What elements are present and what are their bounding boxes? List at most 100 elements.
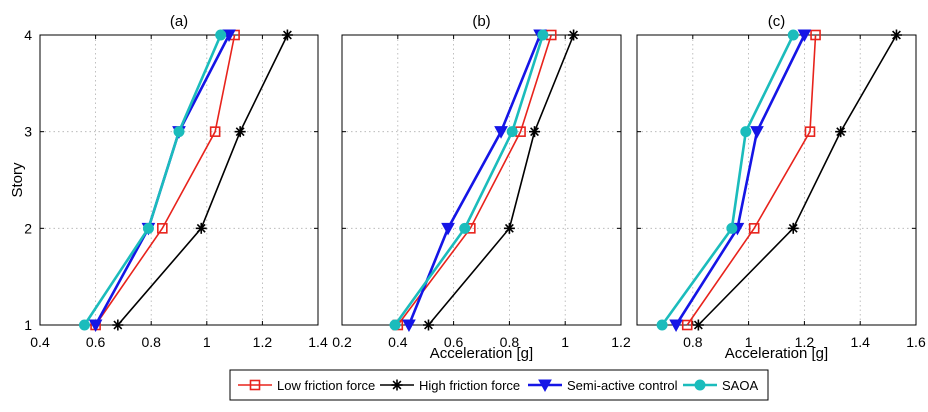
series-line — [393, 34, 545, 326]
x-axis-label: Acceleration [g] — [725, 345, 828, 362]
data-point — [750, 126, 764, 139]
data-point — [726, 222, 738, 234]
data-point — [740, 126, 752, 138]
plot-frame — [341, 34, 622, 326]
data-point — [195, 222, 207, 234]
data-point — [441, 222, 455, 236]
data-point — [209, 126, 221, 137]
x-tick-label: 1.2 — [253, 334, 273, 350]
series-saoa — [389, 29, 549, 331]
chart-panel-2: 0.2 0.4 0.6 0.8 1 1.2 (b) Acceleration [g] — [332, 13, 631, 362]
data-point — [234, 126, 246, 138]
legend-marker — [538, 379, 552, 393]
series-saoa — [656, 29, 799, 331]
x-axis-label: Acceleration [g] — [430, 345, 533, 362]
chart-panel-3: 0.8 1 1.2 1.4 1.6 (c) Acceleration [g] — [636, 13, 926, 362]
series-saoa — [78, 29, 227, 331]
data-point — [537, 29, 549, 41]
legend-item: High friction force — [380, 378, 520, 393]
data-point — [402, 319, 416, 333]
data-point — [748, 223, 760, 234]
series-low-friction-force — [90, 29, 240, 331]
data-point — [787, 222, 799, 234]
data-point — [669, 319, 683, 333]
series-line — [397, 34, 553, 326]
series-high-friction-force — [692, 29, 902, 331]
legend-item: Semi-active control — [528, 378, 678, 393]
x-tick-label: 0.8 — [683, 334, 703, 350]
series-line — [407, 34, 542, 326]
series-high-friction-force — [112, 29, 293, 331]
data-point — [797, 29, 812, 43]
panel-title: (c) — [768, 13, 786, 30]
x-tick-label: 1.6 — [906, 334, 926, 350]
x-tick-label: 1.4 — [308, 334, 328, 350]
data-point — [459, 222, 471, 234]
data-point — [529, 126, 541, 138]
legend-label: Semi-active control — [567, 378, 678, 393]
data-point — [157, 223, 168, 234]
x-tick-label: 1 — [745, 334, 753, 350]
data-point — [656, 319, 668, 331]
data-point — [142, 222, 154, 234]
series-line — [661, 34, 795, 326]
x-tick-label: 0.8 — [500, 334, 520, 350]
data-point — [503, 222, 515, 234]
legend-marker — [694, 379, 706, 391]
data-point — [804, 126, 816, 137]
x-tick-label: 1.2 — [795, 334, 815, 350]
y-tick-label: 4 — [24, 27, 32, 43]
data-point — [422, 319, 434, 331]
x-tick-label: 0.4 — [30, 334, 50, 350]
series-line — [94, 34, 236, 326]
grid — [342, 35, 621, 325]
series-line — [117, 34, 289, 326]
legend-label: Low friction force — [277, 378, 375, 393]
data-point — [568, 29, 580, 41]
series-line — [686, 34, 817, 326]
data-point — [506, 126, 518, 138]
x-tick-label: 1.4 — [850, 334, 870, 350]
series-low-friction-force — [681, 29, 821, 331]
series-line — [427, 34, 575, 326]
panel-title: (b) — [472, 13, 490, 30]
y-axis-label: Story — [9, 162, 26, 198]
series-high-friction-force — [422, 29, 580, 331]
legend: Low friction force High friction force Sem… — [229, 369, 769, 401]
series-line — [83, 34, 222, 326]
chart-panel-1: 0.4 0.6 0.8 1 1.2 1.4 1 2 3 4 (a) Story — [9, 13, 328, 350]
plot-frame — [39, 34, 319, 326]
x-tick-label: 1 — [203, 334, 211, 350]
x-tick-label: 0.8 — [141, 334, 161, 350]
series-line — [94, 34, 231, 326]
data-point — [173, 126, 185, 138]
series-line — [674, 34, 806, 326]
data-point — [78, 319, 90, 331]
x-tick-label: 1 — [561, 334, 569, 350]
x-tick-label: 0.6 — [444, 334, 464, 350]
data-point — [112, 319, 124, 331]
data-point — [692, 319, 704, 331]
plot-frame — [636, 34, 917, 326]
x-tick-label: 0.2 — [332, 334, 352, 350]
y-tick-label: 3 — [24, 124, 32, 140]
data-point — [787, 29, 799, 41]
x-tick-label: 0.4 — [388, 334, 408, 350]
data-point — [281, 29, 293, 41]
data-point — [88, 319, 103, 333]
grid — [637, 35, 916, 325]
data-point — [389, 319, 401, 331]
legend-label: SAOA — [722, 378, 758, 393]
x-tick-label: 0.6 — [86, 334, 106, 350]
data-point — [810, 29, 821, 41]
grid — [40, 35, 318, 325]
panel-title: (a) — [170, 13, 188, 30]
y-tick-label: 2 — [24, 220, 32, 236]
series-line — [697, 34, 898, 326]
legend-marker — [249, 379, 261, 391]
legend-item: Low friction force — [238, 378, 375, 393]
data-point — [890, 29, 902, 41]
legend-label: High friction force — [419, 378, 520, 393]
x-tick-label: 1.2 — [611, 334, 631, 350]
